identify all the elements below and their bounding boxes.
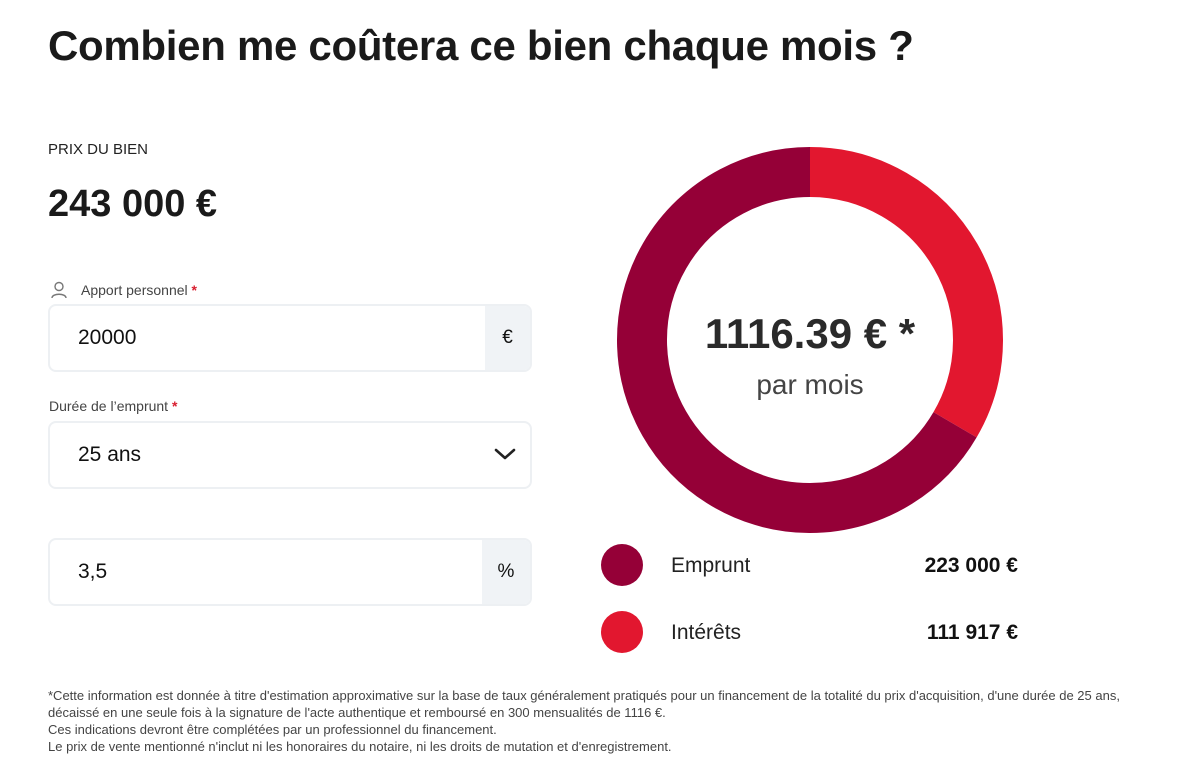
donut-segment <box>809 147 1003 438</box>
footnote-line: Ces indications devront être complétées … <box>48 722 497 737</box>
input-suffix: % <box>482 540 530 604</box>
label-text: Durée de l’emprunt <box>49 398 169 414</box>
donut-chart: 1116.39 € * par mois Emprunt 223 000 € Intér… <box>601 147 1019 653</box>
input-suffix: € <box>485 306 530 370</box>
input-value: 20000 <box>78 326 137 349</box>
legend-swatch <box>601 611 643 653</box>
price-caption: PRIX DU BIEN <box>48 141 149 158</box>
rate-input[interactable]: 3,5 % <box>48 538 532 606</box>
label-text: Apport personnel <box>81 282 188 298</box>
legend-value: 111 917 € <box>927 621 1018 644</box>
person-icon <box>51 281 67 299</box>
footnote: *Cette information est donnée à titre d'… <box>48 687 1158 755</box>
legend-name: Intérêts <box>671 621 741 644</box>
legend-swatch <box>601 544 643 586</box>
legend-name: Emprunt <box>671 554 751 577</box>
page-title: Combien me coûtera ce bien chaque mois ? <box>48 22 914 69</box>
price-value: 243 000 € <box>48 183 218 225</box>
duration-select[interactable]: 25 ans <box>48 421 532 489</box>
donut-segment <box>617 147 977 533</box>
monthly-amount: 1116.39 € * <box>705 310 916 357</box>
footnote-line: Le prix de vente mentionné n'inclut ni l… <box>48 739 672 754</box>
legend-value: 223 000 € <box>925 554 1019 577</box>
chevron-icon <box>494 448 516 460</box>
footnote-line: *Cette information est donnée à titre d'… <box>48 688 1120 720</box>
required-mark: * <box>171 398 178 414</box>
duration-label: Durée de l’emprunt * <box>49 398 177 414</box>
select-value: 25 ans <box>78 443 142 466</box>
required-mark: * <box>191 282 197 298</box>
input-value: 3,5 <box>78 560 108 583</box>
down-payment-label: Apport personnel * <box>81 282 197 298</box>
down-payment-input[interactable]: 20000 € <box>48 304 532 372</box>
monthly-caption: par mois <box>756 369 863 400</box>
